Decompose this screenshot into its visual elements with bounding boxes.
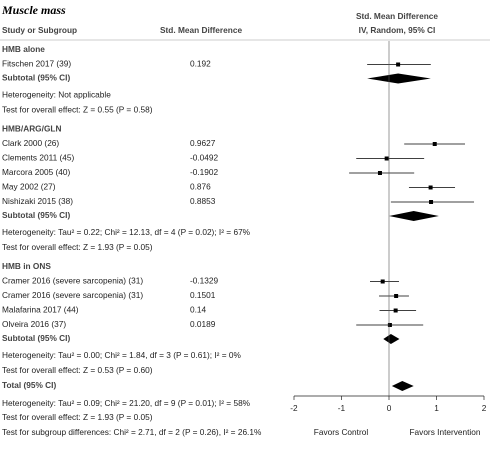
heterogeneity: Heterogeneity: Tau² = 0.09; Chi² = 21.20… bbox=[2, 398, 251, 408]
chart-title: Muscle mass bbox=[1, 3, 66, 17]
value-label: 0.876 bbox=[190, 182, 211, 192]
subtotal-label: Subtotal (95% CI) bbox=[2, 210, 70, 220]
study-label: Clements 2011 (45) bbox=[2, 153, 74, 163]
summary-diamond bbox=[367, 73, 431, 84]
value-label: 0.14 bbox=[190, 305, 207, 315]
x-axis-label: Favors Control bbox=[314, 427, 369, 437]
x-tick-label: 1 bbox=[434, 403, 439, 413]
overall-effect: Test for overall effect: Z = 1.93 (P = 0… bbox=[2, 242, 153, 252]
x-tick-label: 2 bbox=[482, 403, 487, 413]
point-estimate bbox=[428, 185, 433, 190]
point-estimate bbox=[394, 294, 399, 298]
x-tick-label: -2 bbox=[290, 403, 298, 413]
summary-diamond bbox=[383, 334, 400, 344]
column-header: Std. Mean Difference bbox=[160, 25, 242, 35]
point-estimate bbox=[377, 171, 382, 175]
value-label: 0.1501 bbox=[190, 290, 216, 300]
heterogeneity: Heterogeneity: Tau² = 0.00; Chi² = 1.84,… bbox=[2, 350, 241, 360]
column-header: Std. Mean Difference bbox=[356, 11, 438, 21]
x-tick-label: -1 bbox=[338, 403, 346, 413]
column-header: IV, Random, 95% CI bbox=[359, 25, 436, 35]
study-label: Clark 2000 (26) bbox=[2, 138, 59, 148]
value-label: -0.0492 bbox=[190, 153, 219, 163]
value-label: -0.1329 bbox=[190, 276, 219, 286]
study-label: Malafarina 2017 (44) bbox=[2, 305, 79, 315]
study-label: Nishizaki 2015 (38) bbox=[2, 196, 73, 206]
group-heading: HMB alone bbox=[2, 44, 45, 54]
subtotal-label: Subtotal (95% CI) bbox=[2, 73, 70, 83]
group-heading: HMB/ARG/GLN bbox=[2, 124, 61, 134]
overall-effect: Test for overall effect: Z = 0.53 (P = 0… bbox=[2, 365, 153, 375]
group-heading: HMB in ONS bbox=[2, 261, 51, 271]
value-label: 0.9627 bbox=[190, 138, 216, 148]
point-estimate bbox=[429, 200, 434, 204]
point-estimate bbox=[393, 308, 398, 313]
overall-effect: Test for overall effect: Z = 0.55 (P = 0… bbox=[2, 105, 153, 115]
total-label: Total (95% CI) bbox=[2, 380, 56, 390]
point-estimate bbox=[384, 156, 389, 161]
value-label: 0.8853 bbox=[190, 196, 216, 206]
value-label: 0.0189 bbox=[190, 319, 216, 329]
point-estimate bbox=[387, 323, 392, 327]
summary-diamond bbox=[391, 381, 414, 391]
study-label: May 2002 (27) bbox=[2, 182, 56, 192]
x-axis-label: Favors Intervention bbox=[409, 427, 480, 437]
point-estimate bbox=[396, 62, 401, 67]
heterogeneity: Heterogeneity: Tau² = 0.22; Chi² = 12.13… bbox=[2, 227, 251, 237]
value-label: 0.192 bbox=[190, 59, 211, 69]
point-estimate bbox=[432, 142, 437, 146]
subtotal-label: Subtotal (95% CI) bbox=[2, 333, 70, 343]
overall-effect: Test for overall effect: Z = 1.93 (P = 0… bbox=[2, 412, 153, 422]
study-label: Fitschen 2017 (39) bbox=[2, 59, 71, 69]
study-label: Marcora 2005 (40) bbox=[2, 167, 70, 177]
study-label: Cramer 2016 (severe sarcopenia) (31) bbox=[2, 276, 143, 286]
point-estimate bbox=[380, 279, 385, 284]
subgroup-differences: Test for subgroup differences: Chi² = 2.… bbox=[2, 427, 262, 437]
study-label: Olveira 2016 (37) bbox=[2, 319, 66, 329]
column-header: Study or Subgroup bbox=[2, 25, 77, 35]
study-label: Cramer 2016 (severe sarcopenia) (31) bbox=[2, 290, 143, 300]
heterogeneity: Heterogeneity: Not applicable bbox=[2, 90, 111, 100]
summary-diamond bbox=[389, 211, 439, 221]
value-label: -0.1902 bbox=[190, 167, 219, 177]
x-tick-label: 0 bbox=[387, 403, 392, 413]
